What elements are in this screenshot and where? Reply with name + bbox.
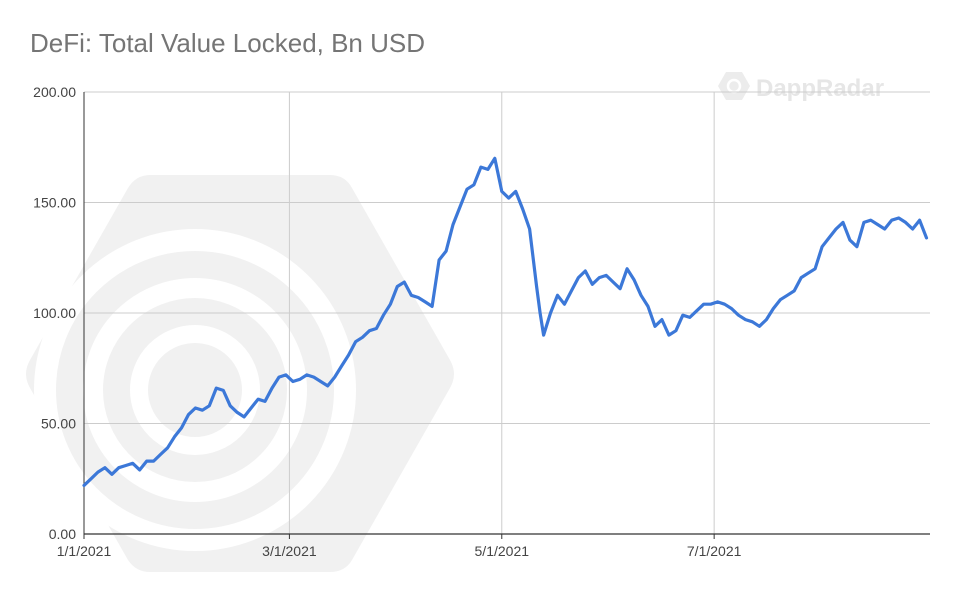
- y-tick-label: 200.00: [33, 84, 76, 100]
- series-line-0: [82, 156, 929, 487]
- x-tick-label: 5/1/2021: [475, 543, 530, 559]
- y-tick-label: 50.00: [41, 416, 76, 432]
- y-tick-label: 150.00: [33, 195, 76, 211]
- x-tick-label: 3/1/2021: [262, 543, 317, 559]
- y-tick-label: 100.00: [33, 305, 76, 321]
- watermark-text: DappRadar: [756, 75, 884, 102]
- axis-layer: 0.00 50.00 100.00 150.00 200.00 1/1/2021 3/1/2…: [33, 84, 930, 559]
- dappradar-watermark-brand: DappRadar: [718, 72, 884, 102]
- x-tick-label: 1/1/2021: [57, 543, 112, 559]
- series-layer: [82, 156, 929, 487]
- dappradar-watermark-logo: [26, 175, 454, 572]
- chart-title: DeFi: Total Value Locked, Bn USD: [30, 28, 426, 58]
- x-tick-label: 7/1/2021: [687, 543, 742, 559]
- y-tick-label: 0.00: [49, 526, 76, 542]
